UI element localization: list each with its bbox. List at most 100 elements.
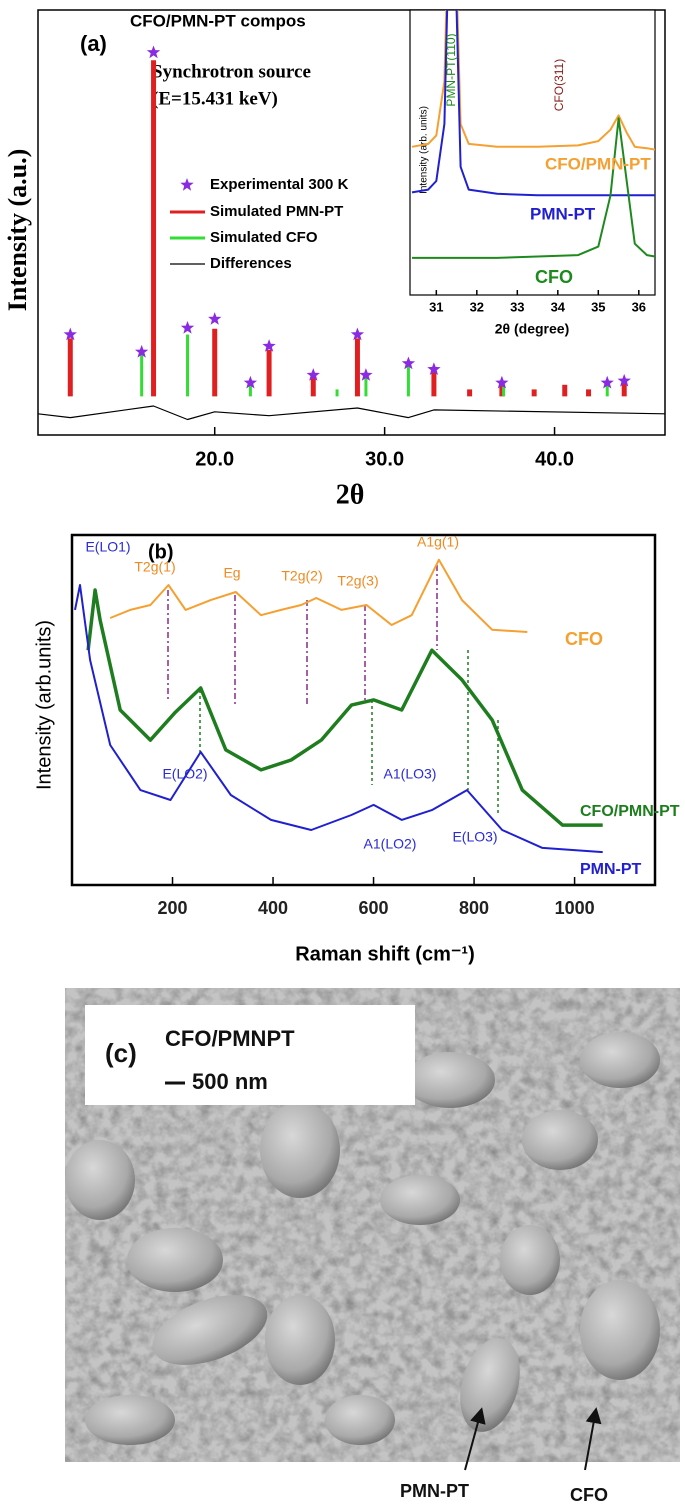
panel-a: Intensity (a.u.) 2θ (a) CFO/PMN-PT compo… [3,9,666,510]
x-tick-label: 40.0 [535,448,574,470]
series-label: CFO [535,267,573,287]
sem-grains [65,1032,660,1445]
series-label: PMN-PT [530,204,596,223]
data-point [350,327,365,341]
grain [152,1295,268,1365]
panel-label: (a) [80,31,107,56]
y-axis-label: Intensity (a.u.) [3,149,32,312]
arrow [464,1407,486,1471]
x-tick-label: 31 [429,299,443,314]
annotation: T2g(1) [134,559,175,575]
grain [65,1140,135,1220]
annotation: A1(LO2) [364,836,417,852]
annotation: E(LO3) [452,829,497,845]
x-tick-label: 20.0 [195,448,234,470]
arrow [584,1407,602,1471]
data-point [427,362,441,375]
data-point [180,321,195,334]
annotation: PMN-PT(110) [444,33,458,106]
subtitle: (E=15.431 keV) [152,88,278,109]
grain [380,1175,460,1225]
annotation: CFO(311) [552,59,566,111]
data-point [243,375,258,389]
peak-guides [167,565,438,705]
data-point [306,368,320,381]
x-tick-label: 35 [591,299,605,314]
x-tick-label: 34 [551,299,566,314]
data-point [63,327,77,341]
plot-frame [70,533,657,887]
series-line [411,10,655,197]
x-tick-label: 1000 [555,898,595,918]
x-tick-label: 800 [459,898,489,918]
series-line [412,117,655,259]
inset-x-label: 2θ (degree) [495,321,569,337]
data-point [600,375,614,389]
y-axis-label: Intensity (arb.units) [33,620,55,790]
grain [405,1052,495,1108]
annotation: E(LO1) [85,539,130,555]
annotation: T2g(2) [281,568,322,584]
inset-y-label: Intensity (arb. units) [419,106,430,194]
data-point [495,375,509,389]
x-tick-label: 32 [470,299,484,314]
scale-bar-label: 500 nm [192,1069,268,1094]
arrow-label: CFO [570,1485,608,1505]
legend-marker [180,178,194,191]
grain [580,1280,660,1380]
series-line [74,584,603,854]
data-point [135,344,149,358]
grain [325,1395,395,1445]
series-line [38,405,665,421]
mode-guides [199,650,499,815]
series-line [86,588,603,827]
panel-b: Intensity (arb.units) Raman shift (cm⁻¹)… [33,534,679,966]
plot-frame [37,9,666,436]
arrow-label: PMN-PT [400,1481,469,1501]
x-axis-label: Raman shift (cm⁻¹) [295,943,474,965]
annotation: T2g(3) [337,573,378,589]
sem-image: (c) CFO/PMNPT 500 nm [65,988,680,1471]
x-tick-label: 33 [510,299,524,314]
series-label: CFO [565,629,603,649]
grain [580,1032,660,1088]
x-axis-label: 2θ [336,479,365,510]
annotation: Eg [223,565,240,581]
grain [500,1225,560,1295]
x-tick-label: 30.0 [365,448,404,470]
annotation: A1g(1) [417,534,459,550]
subtitle: Synchrotron source [152,61,311,82]
sample-label: CFO/PMNPT [165,1026,295,1051]
data-point [146,45,161,59]
legend-label: Differences [210,255,292,272]
series-line [411,10,655,151]
label-box [85,1005,415,1105]
series-label: CFO/PMN-PT [580,803,680,820]
data-point [617,373,631,387]
x-tick-label: 36 [632,299,646,314]
panel-a-inset: Intensity (arb. units) 2θ (degree) 31 32 3… [409,9,656,337]
data-point [359,368,373,381]
data-point [401,356,416,370]
grain [85,1395,175,1445]
annotation: A1(LO3) [384,766,437,782]
data-point [208,312,222,325]
legend-label: Simulated PMN-PT [210,203,343,220]
legend-label: Experimental 300 K [210,176,349,193]
x-tick-label: 400 [258,898,288,918]
grain [265,1295,335,1385]
grain [127,1228,223,1292]
series-label: PMN-PT [580,861,642,878]
legend-label: Simulated CFO [210,229,318,246]
annotation: E(LO2) [162,766,207,782]
x-tick-label: 200 [157,898,187,918]
data-point [262,339,276,352]
grain [522,1110,598,1170]
panel-label: (c) [105,1038,137,1068]
chart-title: CFO/PMN-PT compos [130,11,306,30]
series-label: CFO/PMN-PT [545,154,651,173]
grain [260,1102,340,1198]
x-tick-label: 600 [359,898,389,918]
panel-label: (b) [148,541,174,563]
